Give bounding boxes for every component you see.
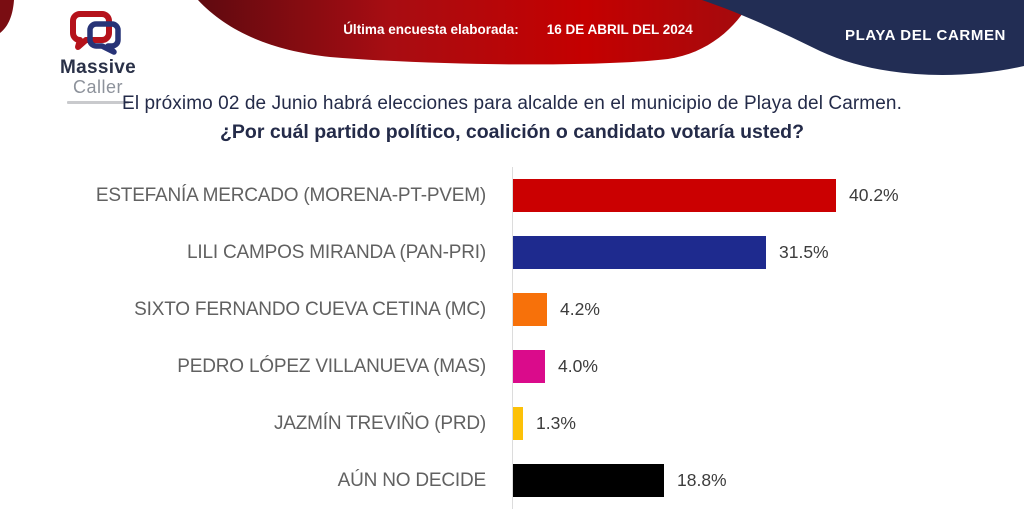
chat-bubbles-icon xyxy=(70,11,121,55)
bar-rows: ESTEFANÍA MERCADO (MORENA-PT-PVEM) 40.2% L… xyxy=(0,167,1024,509)
bar-label: SIXTO FERNANDO CUEVA CETINA (MC) xyxy=(134,298,486,320)
poll-bar-chart: ESTEFANÍA MERCADO (MORENA-PT-PVEM) 40.2% L… xyxy=(0,167,1024,509)
red-ribbon xyxy=(198,0,751,65)
logo-tagline xyxy=(67,100,129,104)
bar-value-label: 4.2% xyxy=(560,299,600,319)
bar xyxy=(513,236,766,269)
location-badge: PLAYA DEL CARMEN xyxy=(844,27,1006,44)
bar-value-label: 1.3% xyxy=(536,413,576,433)
bar-value-label: 40.2% xyxy=(849,185,899,205)
question-line-2: ¿Por cuál partido político, coalición o … xyxy=(220,121,804,143)
bar-area: 18.8% xyxy=(512,452,1024,509)
bar-area: 31.5% xyxy=(512,224,1024,281)
bar-row: SIXTO FERNANDO CUEVA CETINA (MC) 4.2% xyxy=(0,281,1024,338)
bar-value-label: 4.0% xyxy=(558,356,598,376)
bar-area: 1.3% xyxy=(512,395,1024,452)
last-survey-label: Última encuesta elaborada: xyxy=(343,22,519,37)
bar-label: JAZMÍN TREVIÑO (PRD) xyxy=(273,412,486,434)
bar-value-label: 18.8% xyxy=(677,470,727,490)
bar-area: 40.2% xyxy=(512,167,1024,224)
logo-text-caller: Caller xyxy=(72,76,123,97)
massive-caller-logo: Massive Caller xyxy=(18,10,178,104)
bar xyxy=(513,407,523,440)
bar-label: LILI CAMPOS MIRANDA (PAN-PRI) xyxy=(187,241,486,263)
last-survey-banner: Última encuesta elaborada: 16 DE ABRIL D… xyxy=(308,22,728,37)
bar-row: AÚN NO DECIDE 18.8% xyxy=(0,452,1024,509)
bar-area: 4.0% xyxy=(512,338,1024,395)
bar-row: JAZMÍN TREVIÑO (PRD) 1.3% xyxy=(0,395,1024,452)
bar-row: LILI CAMPOS MIRANDA (PAN-PRI) 31.5% xyxy=(0,224,1024,281)
corner-red-wedge xyxy=(0,0,14,33)
bar xyxy=(513,350,545,383)
bar-row: ESTEFANÍA MERCADO (MORENA-PT-PVEM) 40.2% xyxy=(0,167,1024,224)
logo-text-massive: Massive xyxy=(59,57,137,78)
bar-row: PEDRO LÓPEZ VILLANUEVA (MAS) 4.0% xyxy=(0,338,1024,395)
bar-label: PEDRO LÓPEZ VILLANUEVA (MAS) xyxy=(177,355,486,377)
header-ribbons xyxy=(0,0,1024,75)
bar-label: ESTEFANÍA MERCADO (MORENA-PT-PVEM) xyxy=(95,184,486,206)
bar xyxy=(513,464,664,497)
bar xyxy=(513,293,547,326)
bar-label: AÚN NO DECIDE xyxy=(337,469,487,491)
question-line-1: El próximo 02 de Junio habrá elecciones … xyxy=(122,93,902,114)
navy-ribbon xyxy=(702,0,1024,75)
bar-area: 4.2% xyxy=(512,281,1024,338)
bar-value-label: 31.5% xyxy=(779,242,829,262)
question-title: El próximo 02 de Junio habrá elecciones … xyxy=(0,93,1024,144)
bar xyxy=(513,179,836,212)
last-survey-date: 16 DE ABRIL DEL 2024 xyxy=(546,22,693,37)
